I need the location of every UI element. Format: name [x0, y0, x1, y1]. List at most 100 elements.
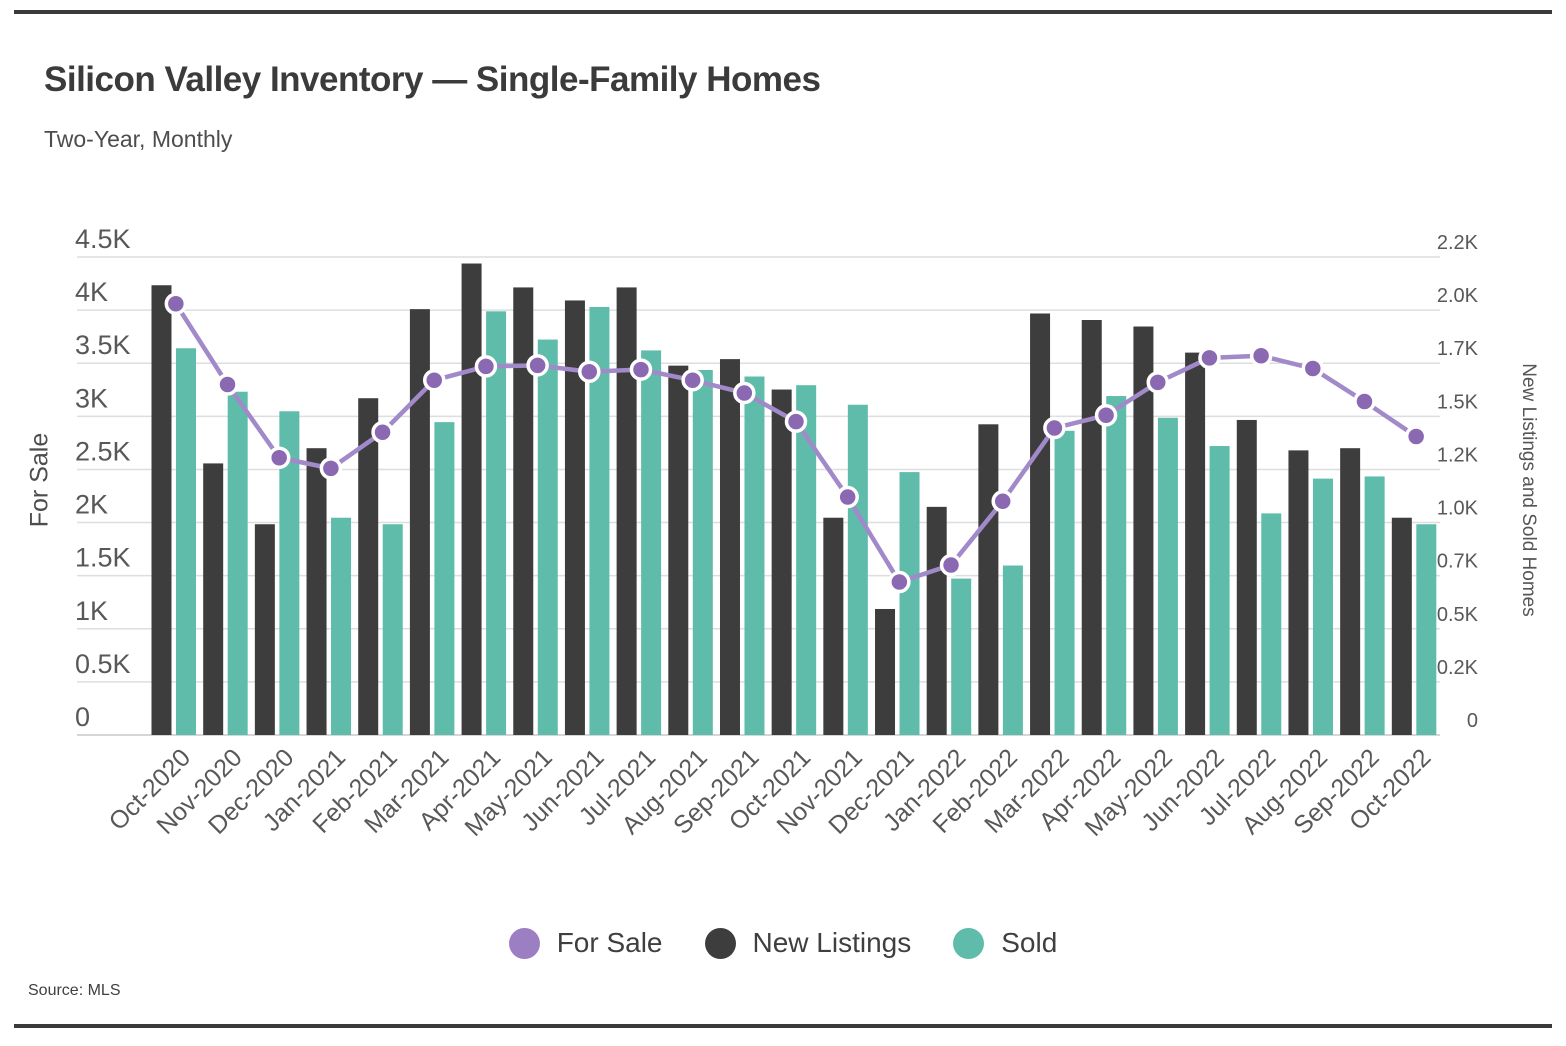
left-tick-label: 1.5K: [75, 543, 131, 573]
right-tick-label: 1.0K: [1437, 498, 1479, 520]
line-point: [578, 360, 601, 383]
left-tick-label: 0.5K: [75, 649, 131, 679]
legend-swatch-icon: [953, 927, 985, 959]
bar: [589, 306, 610, 735]
right-tick-label: 0: [1467, 710, 1478, 732]
bar: [306, 448, 327, 735]
bar: [151, 285, 172, 735]
bar: [486, 311, 507, 735]
bar: [382, 524, 403, 735]
bar: [227, 391, 248, 735]
legend-label: Sold: [1001, 927, 1058, 958]
left-tick-label: 4K: [75, 277, 108, 307]
line-point: [526, 354, 549, 377]
bar: [409, 309, 430, 735]
line-point: [1353, 390, 1376, 413]
x-axis-labels: Oct-2020Nov-2020Dec-2020Jan-2021Feb-2021…: [104, 743, 1437, 841]
line-point: [836, 485, 859, 509]
bar: [1002, 565, 1023, 735]
bar: [719, 359, 740, 735]
line-point: [733, 381, 756, 405]
bar: [1209, 446, 1230, 735]
line-point: [784, 410, 808, 433]
line-point: [1404, 425, 1428, 448]
line-point: [319, 457, 343, 480]
bar: [331, 517, 352, 735]
bar: [899, 472, 920, 735]
bar: [1391, 517, 1412, 735]
bar: [1054, 430, 1075, 735]
bar: [1288, 450, 1309, 735]
bar: [358, 398, 379, 735]
line-point: [422, 368, 446, 392]
bar: [1185, 352, 1206, 735]
bar: [616, 287, 637, 735]
line-point: [164, 292, 188, 315]
bar: [951, 578, 972, 735]
right-tick-label: 0.5K: [1437, 604, 1479, 626]
left-tick-label: 2K: [75, 490, 108, 520]
bar: [875, 608, 896, 735]
bar: [668, 365, 689, 735]
bottom-divider: [14, 1024, 1552, 1028]
bar: [513, 287, 534, 735]
bar: [176, 348, 196, 735]
line-point: [267, 446, 291, 470]
bar: [847, 404, 868, 735]
bar: [1106, 396, 1127, 735]
bar: [1236, 419, 1257, 735]
bar: [978, 424, 999, 735]
bar: [823, 517, 844, 735]
line-point: [474, 355, 498, 378]
right-tick-label: 2.0K: [1437, 285, 1479, 307]
line-point: [681, 368, 704, 392]
bar: [1157, 417, 1178, 735]
page-subtitle: Two-Year, Monthly: [44, 126, 233, 152]
right-tick-label: 1.2K: [1437, 444, 1479, 466]
bar: [926, 506, 947, 735]
line-point: [1249, 344, 1273, 368]
legend-label: New Listings: [752, 927, 912, 958]
bar: [1081, 320, 1102, 735]
bar: [1340, 448, 1361, 735]
bar: [461, 263, 482, 735]
bar: [203, 463, 224, 735]
legend-item-new-listings: New Listings: [704, 927, 912, 959]
line-point: [216, 373, 239, 396]
bar: [1364, 476, 1385, 735]
legend-item-for-sale: For Sale: [508, 927, 663, 959]
bar: [641, 350, 662, 735]
left-tick-label: 3.5K: [75, 330, 131, 360]
chart-legend: For Sale New Listings Sold: [0, 916, 1566, 970]
bar: [771, 389, 792, 735]
line-point: [888, 570, 911, 594]
bars-sold: [176, 306, 1437, 735]
bar: [434, 422, 455, 735]
line-point: [1094, 404, 1118, 427]
legend-swatch-icon: [508, 927, 540, 959]
source-note: Source: MLS: [28, 982, 121, 999]
left-tick-label: 2.5K: [75, 436, 131, 466]
for-sale-points: [164, 292, 1428, 594]
top-divider: [14, 10, 1552, 14]
line-point: [1198, 346, 1221, 370]
bar: [537, 339, 558, 735]
bar: [1261, 513, 1282, 735]
right-tick-label: 1.5K: [1437, 391, 1479, 413]
bars-new-listings: [151, 263, 1412, 735]
left-tick-label: 0: [75, 702, 90, 732]
line-point: [371, 421, 394, 444]
bar: [254, 524, 275, 735]
line-point: [1146, 371, 1170, 394]
legend-swatch-icon: [704, 927, 736, 959]
left-tick-label: 1K: [75, 596, 108, 626]
right-axis-title: New Listings and Sold Homes: [1518, 363, 1539, 617]
bar: [744, 376, 765, 735]
legend-label: For Sale: [556, 927, 663, 958]
bar: [1133, 326, 1154, 735]
right-tick-label: 0.2K: [1437, 657, 1479, 679]
bar: [692, 369, 713, 735]
bar: [1030, 313, 1051, 735]
